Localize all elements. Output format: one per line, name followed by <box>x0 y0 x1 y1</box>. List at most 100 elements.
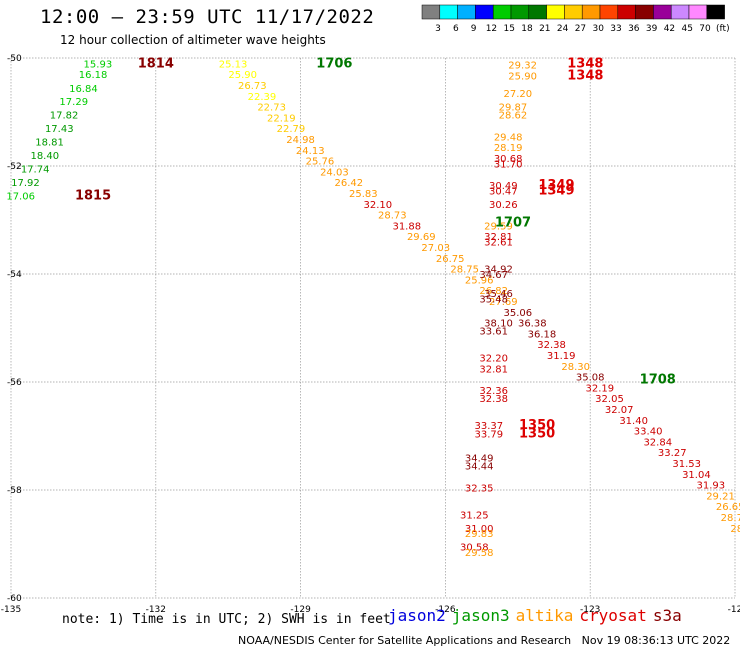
satellite-legend-entry: altika <box>515 606 574 625</box>
swh-value-label: 29.48 <box>494 132 523 143</box>
swh-value-label: 31.53 <box>672 459 701 470</box>
swh-value-label: 15.93 <box>84 59 113 70</box>
chart-axes: -135 -132 -129 -126 -123 -12 -50 -52 -54 -56 -58 -6… <box>1 54 740 615</box>
swh-value-label: 28.30 <box>561 362 590 373</box>
swh-value-label: 28.62 <box>499 111 528 122</box>
swh-value-label: 17.06 <box>6 192 35 203</box>
track-time-label: 1707 <box>495 216 531 231</box>
swh-value-label: 33.40 <box>634 427 663 438</box>
y-tick-label: -52 <box>7 162 22 172</box>
swh-value-label: 17.43 <box>45 124 74 135</box>
swh-value-label: 28.75 <box>450 265 479 276</box>
chart-subtitle: 12 hour collection of altimeter wave hei… <box>60 33 326 47</box>
track-time-label: 1349 <box>538 178 574 193</box>
satellite-legend-entry: jason2 <box>388 606 446 625</box>
swh-value-label: 29.58 <box>465 548 494 559</box>
swh-value-label: 26.65 <box>716 502 740 513</box>
satellite-legend: jason2 jason3 altika cryosat s3a <box>388 606 688 625</box>
colorbar-tick-label: 3 <box>435 24 441 34</box>
swh-value-label: 30.26 <box>489 200 518 211</box>
swh-value-label: 32.61 <box>484 238 513 249</box>
colorbar-tick-label: 70 <box>699 24 711 34</box>
swh-value-label: 31.00 <box>465 524 494 535</box>
colorbar-tick-label: 9 <box>471 24 477 34</box>
track-time-label: 1706 <box>316 56 352 71</box>
colorbar-tick-label: 21 <box>539 24 550 34</box>
colorbar-swatch <box>706 4 725 20</box>
swh-value-label: 29.69 <box>407 232 436 243</box>
swh-value-label: 36.38 <box>518 319 547 330</box>
swh-value-label: 16.18 <box>79 70 108 81</box>
swh-value-label: 30.49 <box>489 181 518 192</box>
swh-value-label: 33.61 <box>479 327 508 338</box>
colorbar-tick-label: 39 <box>646 24 658 34</box>
colorbar-tick-label: 6 <box>453 24 459 34</box>
colorbar-tick-label: 24 <box>557 24 569 34</box>
colorbar-swatch <box>653 4 672 20</box>
colorbar-swatch <box>688 4 708 20</box>
swh-value-label: 27.03 <box>421 243 450 254</box>
x-tick-label: -123 <box>580 605 600 615</box>
swh-value-label: 28.04 <box>730 524 740 535</box>
x-tick-label: -129 <box>290 605 311 615</box>
swh-value-label: 35.46 <box>484 289 513 300</box>
swh-value-label: 34.92 <box>484 265 513 276</box>
colorbar-swatch <box>492 4 512 20</box>
swh-value-label: 25.13 <box>219 59 248 70</box>
colorbar-swatch <box>457 4 476 20</box>
swh-value-label: 32.20 <box>479 354 508 365</box>
swh-value-label: 32.05 <box>595 394 624 405</box>
track-time-label: 1708 <box>640 372 676 387</box>
track-time-label: 1350 <box>519 418 555 433</box>
swh-value-label: 32.35 <box>465 483 494 494</box>
swh-value-label: 29.59 <box>484 221 513 232</box>
colorbar-tick-label: 45 <box>681 24 692 34</box>
swh-value-label: 27.20 <box>503 89 532 100</box>
x-tick-label: -135 <box>1 605 21 615</box>
track-time-label: 1348 <box>567 68 603 83</box>
swh-value-label: 17.29 <box>59 97 88 108</box>
swh-value-label: 26.42 <box>335 178 364 189</box>
track-time-label: 1350 <box>519 426 555 441</box>
swh-value-label: 24.13 <box>296 146 325 157</box>
colorbar-swatch <box>510 4 530 20</box>
swh-value-label: 31.93 <box>697 481 726 492</box>
swh-value-label: 18.40 <box>30 151 59 162</box>
colorbar-tick-label: 42 <box>664 24 675 34</box>
colorbar-legend: 3 6 9 12 15 18 21 24 27 30 33 36 39 42 45 70 (ft) <box>421 4 730 34</box>
swh-value-label: 34.49 <box>465 454 494 465</box>
colorbar-swatch <box>528 4 547 20</box>
swh-value-label: 32.38 <box>537 340 566 351</box>
swh-value-label: 29.21 <box>706 491 735 502</box>
swh-value-label: 33.37 <box>475 421 504 432</box>
swh-value-label: 29.32 <box>508 60 537 71</box>
swh-value-label: 28.73 <box>378 211 407 222</box>
swh-value-label: 16.84 <box>69 84 98 95</box>
footer-note: note: 1) Time is in UTC; 2) SWH is in fe… <box>62 612 391 627</box>
swh-value-label: 17.74 <box>21 165 50 176</box>
swh-value-label: 35.08 <box>576 373 605 384</box>
swh-value-label: 26.82 <box>479 286 508 297</box>
track-time-label: 1815 <box>75 189 111 204</box>
swh-value-label: 32.07 <box>605 405 634 416</box>
satellite-legend-entry: cryosat <box>579 606 647 625</box>
colorbar-swatch <box>617 4 636 20</box>
swh-value-label: 24.03 <box>320 167 349 178</box>
swh-value-label: 22.19 <box>267 113 296 124</box>
swh-value-label: 22.73 <box>257 103 286 114</box>
swh-value-label: 32.84 <box>643 437 672 448</box>
swh-value-label: 24.98 <box>286 135 315 146</box>
x-tick-label: -132 <box>146 605 166 615</box>
swh-value-label: 32.81 <box>484 232 513 243</box>
swh-value-label: 17.82 <box>50 111 79 122</box>
y-tick-label: -58 <box>7 486 22 496</box>
swh-value-label: 29.83 <box>465 529 494 540</box>
x-tick-label: -126 <box>435 605 456 615</box>
swh-value-label: 17.92 <box>11 178 40 189</box>
swh-value-label: 32.81 <box>479 365 508 376</box>
colorbar-tick-label: 18 <box>521 24 533 34</box>
swh-value-label: 31.19 <box>547 351 576 362</box>
satellite-legend-entry: s3a <box>652 606 682 625</box>
swh-value-label: 30.47 <box>489 186 518 197</box>
